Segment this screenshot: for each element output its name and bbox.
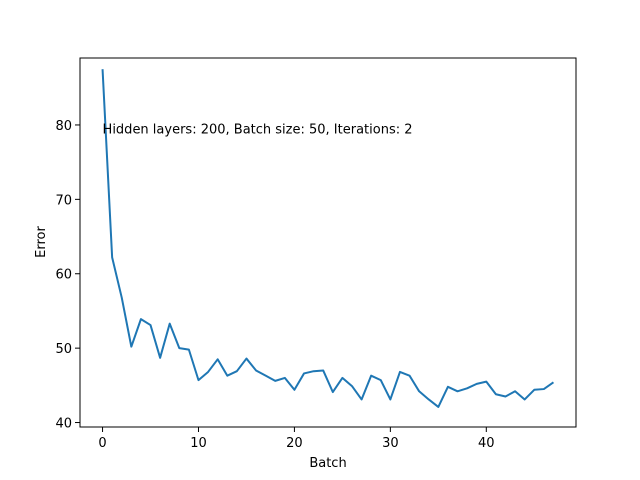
plot-area: [80, 58, 576, 427]
y-tick-label: 40: [55, 417, 72, 432]
chart-annotation: Hidden layers: 200, Batch size: 50, Iter…: [103, 123, 413, 138]
x-tick-label: 30: [382, 436, 399, 451]
y-axis-label: Error: [34, 226, 49, 258]
x-axis-label: Batch: [309, 456, 346, 471]
y-tick-label: 80: [55, 119, 72, 134]
y-tick-label: 60: [55, 268, 72, 283]
y-tick-label: 70: [55, 193, 72, 208]
y-tick-label: 50: [55, 342, 72, 357]
x-tick-label: 0: [98, 436, 106, 451]
plot-frame: [79, 57, 577, 428]
x-tick-label: 10: [190, 436, 207, 451]
series-line-0: [101, 69, 555, 408]
line-layer: [101, 69, 555, 408]
x-tick-label: 40: [478, 436, 495, 451]
ticks-layer: 0 10 20 30 40 40 50 60 70 80: [55, 119, 494, 451]
x-tick-label: 20: [286, 436, 303, 451]
